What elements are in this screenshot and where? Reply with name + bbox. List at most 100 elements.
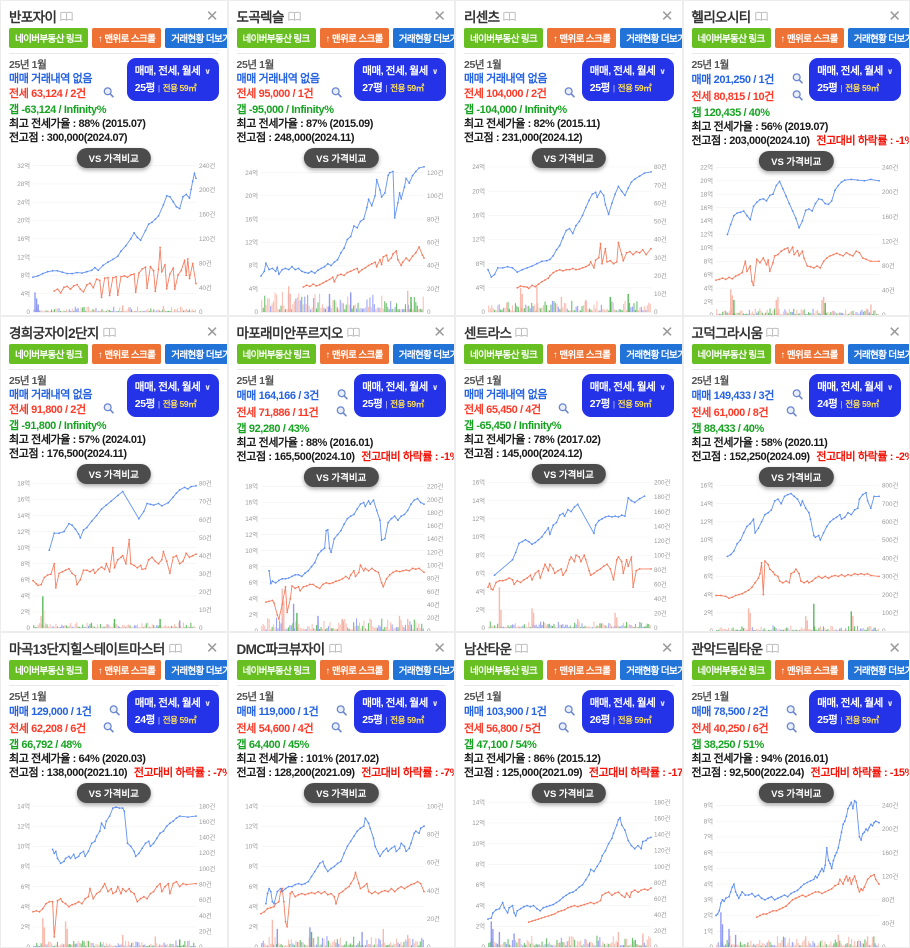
book-icon[interactable] [347, 327, 360, 338]
more-transactions-button[interactable]: 거래현황 더보기 [165, 344, 227, 364]
close-icon[interactable]: ✕ [205, 7, 219, 25]
more-transactions-button[interactable]: 거래현황 더보기 [165, 28, 227, 48]
type-area-dropdown[interactable]: 매매, 전세, 월세 ∨ 25평 | 전용 59㎡ [581, 58, 674, 101]
more-transactions-button[interactable]: 거래현황 더보기 [620, 660, 682, 680]
more-transactions-button[interactable]: 거래현황 더보기 [392, 660, 455, 680]
naver-realestate-link-button[interactable]: 네이버부동산 링크 [691, 344, 771, 364]
scroll-to-top-button[interactable]: ↑ 맨위로 스크롤 [774, 660, 844, 680]
magnifier-icon[interactable] [791, 89, 804, 106]
close-icon[interactable]: ✕ [660, 7, 674, 25]
scroll-to-top-button[interactable]: ↑ 맨위로 스크롤 [319, 28, 389, 48]
close-icon[interactable]: ✕ [888, 7, 901, 25]
close-icon[interactable]: ✕ [433, 7, 446, 25]
naver-realestate-link-button[interactable]: 네이버부동산 링크 [236, 344, 316, 364]
vs-price-compare-button[interactable]: VS 가격비교 [304, 467, 379, 487]
scroll-to-top-button[interactable]: ↑ 맨위로 스크롤 [774, 344, 844, 364]
vs-price-compare-button[interactable]: VS 가격비교 [531, 464, 606, 484]
scroll-to-top-button[interactable]: ↑ 맨위로 스크롤 [547, 660, 617, 680]
book-icon[interactable] [515, 327, 528, 338]
vs-price-compare-button[interactable]: VS 가격비교 [76, 148, 151, 168]
vs-price-compare-button[interactable]: VS 가격비교 [759, 467, 834, 487]
more-transactions-button[interactable]: 거래현황 더보기 [620, 28, 682, 48]
book-icon[interactable] [515, 643, 528, 654]
close-icon[interactable]: ✕ [660, 323, 674, 341]
close-icon[interactable]: ✕ [205, 323, 219, 341]
naver-realestate-link-button[interactable]: 네이버부동산 링크 [9, 660, 89, 680]
naver-realestate-link-button[interactable]: 네이버부동산 링크 [464, 344, 544, 364]
magnifier-icon[interactable] [557, 721, 570, 738]
type-area-dropdown[interactable]: 매매, 전세, 월세 ∨ 25평 | 전용 59㎡ [354, 690, 446, 733]
naver-realestate-link-button[interactable]: 네이버부동산 링크 [691, 660, 771, 680]
close-icon[interactable]: ✕ [433, 323, 446, 341]
more-transactions-button[interactable]: 거래현황 더보기 [392, 344, 455, 364]
type-area-dropdown[interactable]: 매매, 전세, 월세 ∨ 25평 | 전용 59㎡ [809, 690, 901, 733]
book-icon[interactable] [102, 327, 116, 338]
naver-realestate-link-button[interactable]: 네이버부동산 링크 [9, 344, 89, 364]
vs-price-compare-button[interactable]: VS 가격비교 [759, 783, 834, 803]
vs-price-compare-button[interactable]: VS 가격비교 [76, 464, 151, 484]
vs-price-compare-button[interactable]: VS 가격비교 [531, 783, 606, 803]
close-icon[interactable]: ✕ [433, 639, 446, 657]
type-area-dropdown[interactable]: 매매, 전세, 월세 ∨ 25평 | 전용 59㎡ [809, 58, 901, 101]
more-transactions-button[interactable]: 거래현황 더보기 [847, 344, 910, 364]
vs-price-compare-button[interactable]: VS 가격비교 [304, 783, 379, 803]
magnifier-icon[interactable] [791, 388, 804, 405]
scroll-to-top-button[interactable]: ↑ 맨위로 스크롤 [547, 28, 617, 48]
scroll-to-top-button[interactable]: ↑ 맨위로 스크롤 [92, 344, 162, 364]
magnifier-icon[interactable] [785, 721, 798, 738]
magnifier-icon[interactable] [335, 405, 348, 422]
magnifier-icon[interactable] [102, 721, 115, 738]
magnifier-icon[interactable] [785, 405, 798, 422]
type-area-dropdown[interactable]: 매매, 전세, 월세 ∨ 24평 | 전용 59㎡ [809, 374, 901, 417]
type-area-dropdown[interactable]: 매매, 전세, 월세 ∨ 25평 | 전용 59㎡ [126, 58, 219, 101]
magnifier-icon[interactable] [791, 72, 804, 89]
type-area-dropdown[interactable]: 매매, 전세, 월세 ∨ 27평 | 전용 59㎡ [581, 374, 674, 417]
more-transactions-button[interactable]: 거래현황 더보기 [392, 28, 455, 48]
scroll-to-top-button[interactable]: ↑ 맨위로 스크롤 [92, 660, 162, 680]
scroll-to-top-button[interactable]: ↑ 맨위로 스크롤 [547, 344, 617, 364]
book-icon[interactable] [503, 11, 517, 22]
magnifier-icon[interactable] [108, 704, 121, 721]
scroll-to-top-button[interactable]: ↑ 맨위로 스크롤 [774, 28, 844, 48]
type-area-dropdown[interactable]: 매매, 전세, 월세 ∨ 27평 | 전용 59㎡ [354, 58, 446, 101]
magnifier-icon[interactable] [330, 86, 343, 103]
naver-realestate-link-button[interactable]: 네이버부동산 링크 [9, 28, 89, 48]
magnifier-icon[interactable] [335, 704, 348, 721]
naver-realestate-link-button[interactable]: 네이버부동산 링크 [691, 28, 771, 48]
naver-realestate-link-button[interactable]: 네이버부동산 링크 [464, 28, 544, 48]
more-transactions-button[interactable]: 거래현황 더보기 [847, 28, 910, 48]
close-icon[interactable]: ✕ [660, 639, 674, 657]
naver-realestate-link-button[interactable]: 네이버부동산 링크 [236, 28, 316, 48]
book-icon[interactable] [168, 643, 182, 654]
book-icon[interactable] [766, 643, 780, 654]
naver-realestate-link-button[interactable]: 네이버부동산 링크 [464, 660, 544, 680]
magnifier-icon[interactable] [102, 402, 115, 419]
book-icon[interactable] [766, 327, 780, 338]
magnifier-icon[interactable] [785, 704, 798, 721]
book-icon[interactable] [60, 11, 73, 22]
vs-price-compare-button[interactable]: VS 가격비교 [531, 148, 606, 168]
vs-price-compare-button[interactable]: VS 가격비교 [76, 783, 151, 803]
magnifier-icon[interactable] [330, 721, 343, 738]
book-icon[interactable] [754, 11, 768, 22]
vs-price-compare-button[interactable]: VS 가격비교 [304, 148, 379, 168]
type-area-dropdown[interactable]: 매매, 전세, 월세 ∨ 25평 | 전용 59㎡ [126, 374, 219, 417]
close-icon[interactable]: ✕ [888, 639, 901, 657]
close-icon[interactable]: ✕ [205, 639, 219, 657]
scroll-to-top-button[interactable]: ↑ 맨위로 스크롤 [92, 28, 162, 48]
magnifier-icon[interactable] [563, 86, 576, 103]
magnifier-icon[interactable] [102, 86, 115, 103]
close-icon[interactable]: ✕ [888, 323, 901, 341]
more-transactions-button[interactable]: 거래현황 더보기 [847, 660, 910, 680]
magnifier-icon[interactable] [557, 402, 570, 419]
type-area-dropdown[interactable]: 매매, 전세, 월세 ∨ 24평 | 전용 59㎡ [126, 690, 219, 733]
vs-price-compare-button[interactable]: VS 가격비교 [759, 151, 834, 171]
magnifier-icon[interactable] [336, 388, 349, 405]
book-icon[interactable] [328, 643, 342, 654]
magnifier-icon[interactable] [563, 704, 576, 721]
more-transactions-button[interactable]: 거래현황 더보기 [165, 660, 227, 680]
scroll-to-top-button[interactable]: ↑ 맨위로 스크롤 [319, 660, 389, 680]
type-area-dropdown[interactable]: 매매, 전세, 월세 ∨ 26평 | 전용 59㎡ [581, 690, 674, 733]
naver-realestate-link-button[interactable]: 네이버부동산 링크 [236, 660, 316, 680]
type-area-dropdown[interactable]: 매매, 전세, 월세 ∨ 25평 | 전용 59㎡ [354, 374, 446, 417]
